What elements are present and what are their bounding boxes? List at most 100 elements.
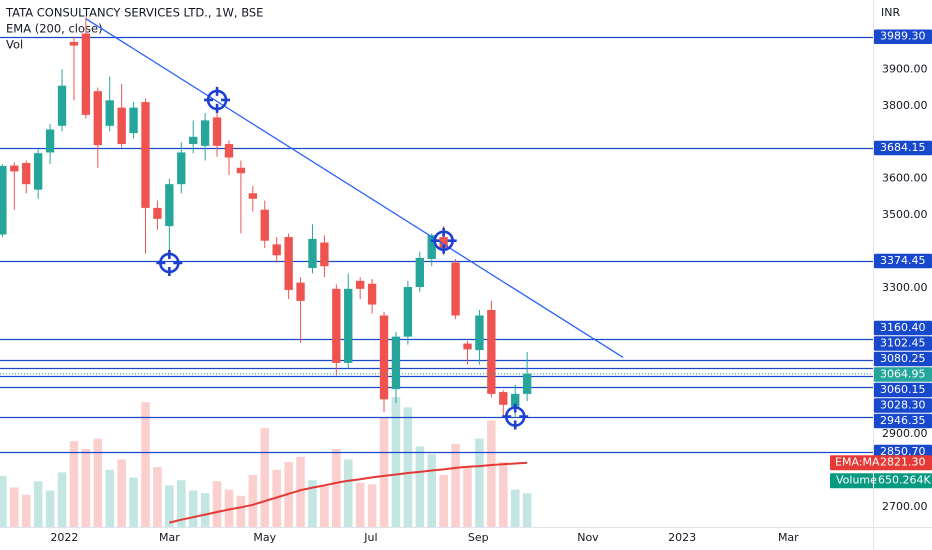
level-label: 3060.15	[880, 383, 926, 396]
candle-body	[177, 152, 186, 185]
volume-bar	[487, 420, 496, 527]
candle-body	[391, 336, 401, 390]
volume-bar	[367, 484, 377, 527]
level-label-bg	[874, 413, 932, 429]
candle-body	[499, 392, 508, 405]
volume-bar	[522, 493, 532, 527]
candle-body	[451, 262, 460, 316]
volume-label-value: 650.264K	[878, 474, 931, 487]
candle-body	[367, 283, 377, 305]
volume-bar	[308, 480, 317, 527]
volume-bar	[463, 467, 472, 527]
level-label: 2946.35	[880, 414, 926, 427]
volume-bar	[117, 459, 126, 527]
y-tick-label: 3800.00	[882, 99, 928, 112]
candle-body	[105, 100, 114, 126]
candle-body	[284, 237, 293, 290]
candle-body	[475, 315, 484, 351]
candle-body	[45, 129, 55, 153]
x-tick-label: May	[253, 531, 276, 544]
y-tick-label: 2900.00	[882, 427, 928, 440]
level-label: 3989.30	[880, 30, 926, 43]
candle-body	[69, 41, 79, 46]
volume-bar	[427, 454, 437, 527]
x-tick-label: Sep	[468, 531, 489, 544]
currency-label: INR	[881, 6, 900, 19]
volume-bar	[153, 467, 162, 527]
candle-body	[117, 107, 126, 145]
level-label-bg	[874, 336, 932, 351]
candle-body	[296, 282, 305, 301]
level-label-bg	[874, 351, 932, 367]
candle-body	[463, 343, 472, 350]
x-tick-label: Mar	[778, 531, 799, 544]
marker-cross	[502, 403, 529, 430]
candle-body	[141, 102, 150, 208]
volume-bar	[439, 475, 448, 527]
ema-label-name: EMA:MA	[835, 456, 880, 469]
volume-bar	[176, 480, 186, 527]
y-tick-label: 3300.00	[882, 281, 928, 294]
price-label-bg	[874, 367, 932, 382]
volume-legend: Vol	[6, 38, 23, 52]
volume-bar	[320, 486, 329, 527]
volume-bar	[224, 489, 234, 527]
candle-body	[332, 288, 341, 363]
volume-bar	[355, 482, 365, 527]
candle-body	[165, 184, 174, 227]
volume-bar	[0, 476, 7, 527]
volume-bar	[510, 489, 520, 527]
y-tick-label: 3600.00	[882, 172, 928, 185]
volume-bar	[379, 417, 389, 527]
level-label: 3374.45	[880, 254, 926, 267]
ema-legend: EMA (200, close)	[6, 22, 103, 36]
crosshair-marker	[156, 249, 183, 276]
candle-body	[355, 280, 365, 289]
volume-bar	[188, 490, 198, 527]
volume-bar	[69, 441, 79, 527]
volume-bar	[236, 495, 246, 527]
candle-body	[81, 33, 91, 115]
volume-bar	[332, 449, 341, 527]
volume-bar	[45, 490, 55, 527]
volume-label-bg	[830, 473, 932, 489]
candle-body	[427, 235, 436, 259]
marker-cross	[156, 249, 183, 276]
volume-bar	[296, 456, 305, 527]
candle-body	[57, 85, 67, 126]
volume-label-name: Volume	[836, 474, 877, 487]
candle-body	[93, 91, 102, 146]
marker-cross	[430, 227, 457, 254]
volume-bar	[248, 475, 258, 527]
candle-body	[189, 136, 198, 145]
volume-bar	[57, 472, 67, 527]
crosshair-marker	[430, 227, 457, 254]
candle-body	[22, 163, 31, 185]
volume-bar	[260, 428, 270, 527]
candle-body	[200, 120, 210, 146]
y-tick-label: 3900.00	[882, 62, 928, 75]
candle-body	[212, 117, 222, 146]
volume-bar	[403, 407, 413, 527]
level-label: 3080.25	[880, 352, 926, 365]
candle-body	[236, 167, 246, 174]
volume-bar	[165, 485, 174, 527]
volume-bar	[141, 402, 150, 527]
level-label: 3102.45	[880, 336, 926, 349]
candle-body	[487, 310, 496, 394]
candle-body	[308, 238, 317, 269]
level-label: 3160.40	[880, 321, 926, 334]
candle-body	[10, 165, 19, 172]
y-tick-label: 3500.00	[882, 208, 928, 221]
volume-bar	[391, 397, 401, 527]
y-tick-label: 2700.00	[882, 500, 928, 513]
x-tick-label: Mar	[159, 531, 180, 544]
candle-body	[379, 315, 389, 400]
ema-line	[169, 461, 528, 524]
candle-body	[320, 242, 329, 267]
level-label: 3028.30	[880, 398, 926, 411]
x-tick-label: 2023	[668, 531, 696, 544]
